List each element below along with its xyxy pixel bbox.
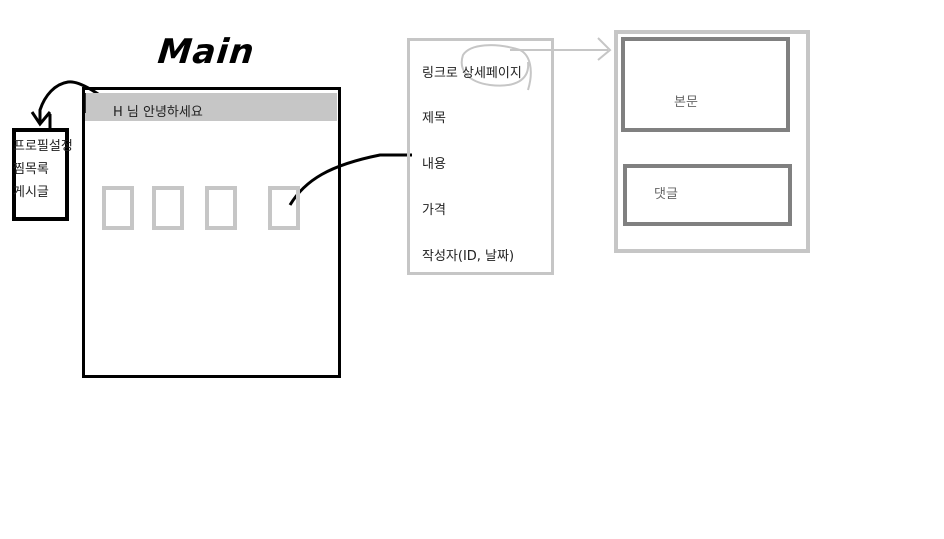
comment-label: 댓글 [654, 187, 678, 202]
post-detail-panel [407, 38, 554, 275]
post-thumbnail[interactable] [102, 186, 134, 230]
main-frame [82, 87, 341, 378]
detail-title: 제목 [422, 111, 446, 126]
detail-page-panel [614, 30, 810, 253]
post-thumbnail[interactable] [268, 186, 300, 230]
greeting-cursor [85, 93, 86, 113]
body-label: 본문 [674, 95, 698, 110]
post-thumbnail[interactable] [152, 186, 184, 230]
post-thumbnail[interactable] [205, 186, 237, 230]
greeting-to-menu-arrowhead [30, 111, 52, 127]
main-title: Main [155, 32, 257, 72]
detail-price: 가격 [422, 203, 446, 218]
menu-item-wishlist[interactable]: 찜목록 [13, 162, 49, 177]
detail-link[interactable]: 링크로 상세페이지 [422, 66, 522, 81]
comment-box [623, 164, 792, 226]
greeting-text: H 님 안녕하세요 [113, 105, 203, 120]
side-menu [12, 128, 69, 221]
body-box [621, 37, 790, 132]
menu-item-profile-settings[interactable]: 프로필설정 [13, 139, 73, 154]
menu-item-posts[interactable]: 게시글 [13, 185, 49, 200]
detail-author: 작성자(ID, 날짜) [422, 249, 515, 264]
detail-content: 내용 [422, 157, 446, 172]
greeting-bar [85, 93, 337, 121]
link-to-page-arrowhead [597, 37, 612, 61]
